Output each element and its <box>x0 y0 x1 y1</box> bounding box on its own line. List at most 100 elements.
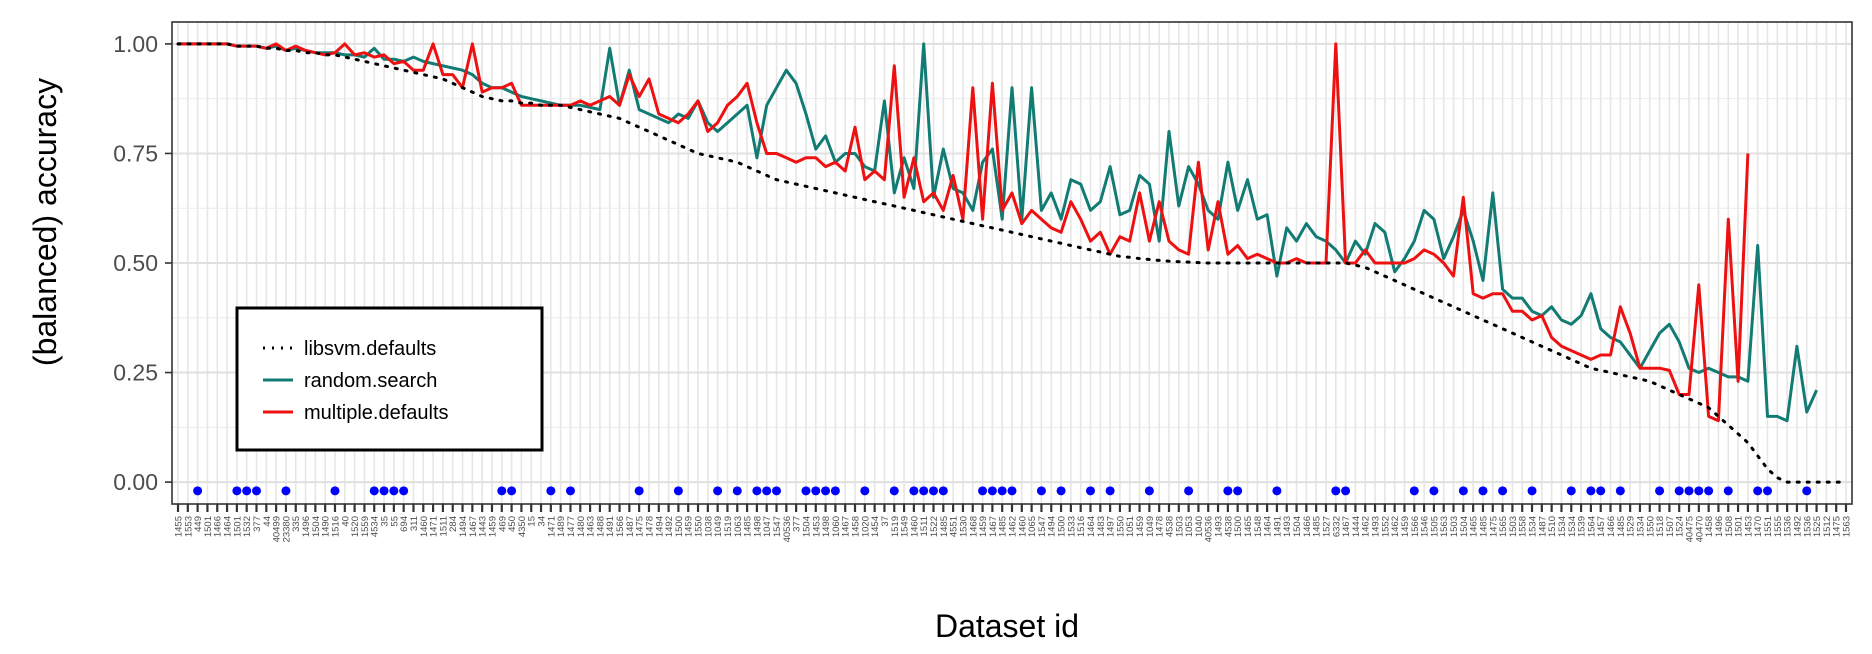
legend-label-random: random.search <box>304 370 437 392</box>
x-tick-label: 40475 <box>1685 516 1696 542</box>
dot-marker <box>1763 486 1773 496</box>
x-tick-label: 1485 <box>1616 516 1627 537</box>
x-tick-label: 1504 <box>1459 516 1470 537</box>
dot-marker <box>232 486 242 496</box>
x-tick-label: 1503 <box>1449 516 1460 537</box>
x-tick-label: 1539 <box>1577 516 1588 537</box>
series-line-random-search <box>178 42 1818 423</box>
x-tick-label: 1466 <box>213 516 224 537</box>
x-tick-label: 1550 <box>1115 516 1126 537</box>
x-tick-label: 1475 <box>1488 516 1499 537</box>
x-tick-label: 1492 <box>664 516 675 537</box>
x-tick-label: 35 <box>380 516 391 527</box>
x-tick-label: 1530 <box>958 516 969 537</box>
x-tick-label: 1519 <box>723 516 734 537</box>
x-tick-label: 1493 <box>1282 516 1293 537</box>
dot-marker <box>1684 486 1694 496</box>
x-tick-label: 1532 <box>242 516 253 537</box>
x-tick-label: 1480 <box>576 516 587 537</box>
x-tick-label: 1552 <box>1380 516 1391 537</box>
x-tick-label: 1525 <box>1812 516 1823 537</box>
x-tick-label: 1494 <box>1047 516 1058 537</box>
x-tick-label: 4350 <box>517 516 528 537</box>
x-tick-label: 1459 <box>488 516 499 537</box>
dot-marker <box>1527 486 1537 496</box>
x-tick-label: 44 <box>262 516 273 527</box>
x-tick-label: 377 <box>252 516 263 532</box>
x-axis-title: Dataset id <box>935 608 1079 644</box>
series-lines <box>176 42 1848 484</box>
x-tick-label: 40 <box>340 516 351 527</box>
x-tick-label: 1466 <box>1302 516 1313 537</box>
dot-marker <box>821 486 831 496</box>
x-tick-label: 1465 <box>1243 516 1254 537</box>
x-tick-label: 1460 <box>909 516 920 537</box>
y-axis-title: (balanced) accuracy <box>27 78 63 366</box>
dot-marker <box>860 486 870 496</box>
x-tick-label: 1510 <box>1547 516 1558 537</box>
dot-marker <box>1615 486 1625 496</box>
x-tick-label: 284 <box>448 516 459 532</box>
x-tick-label: 1464 <box>1263 516 1274 537</box>
x-tick-label: 1485 <box>998 516 1009 537</box>
x-tick-label: 1566 <box>1410 516 1421 537</box>
x-tick-label: 1558 <box>1518 516 1529 537</box>
dot-marker <box>1478 486 1488 496</box>
legend-label-libsvm: libsvm.defaults <box>304 338 436 360</box>
x-tick-label: 55 <box>389 516 400 527</box>
dot-marker <box>330 486 340 496</box>
dot-marker <box>1056 486 1066 496</box>
x-tick-label: 1500 <box>674 516 685 537</box>
dot-marker <box>497 486 507 496</box>
x-tick-label: 1501 <box>1734 516 1745 537</box>
dot-marker <box>281 486 291 496</box>
dot-marker <box>811 486 821 496</box>
x-tick-label: 1478 <box>645 516 656 537</box>
x-tick-label: 377 <box>792 516 803 532</box>
x-tick-label: 1511 <box>438 516 449 536</box>
dot-marker <box>713 486 723 496</box>
x-tick-label: 1040 <box>1194 516 1205 537</box>
dot-marker <box>251 486 261 496</box>
dot-markers <box>193 486 1812 496</box>
series-line-libsvm-defaults <box>176 42 1848 484</box>
x-tick-label: 469 <box>497 516 508 532</box>
x-tick-label: 1485 <box>743 516 754 537</box>
y-axis: 1.00 0.75 0.50 0.25 0.00 <box>113 31 172 495</box>
x-tick-label: 1563 <box>1842 516 1853 537</box>
x-tick-label: 1533 <box>1066 516 1077 537</box>
x-tick-label: 1549 <box>900 516 911 537</box>
dot-marker <box>1272 486 1282 496</box>
dot-marker <box>1753 486 1763 496</box>
dot-marker <box>1223 486 1233 496</box>
dot-marker <box>772 486 782 496</box>
dot-marker <box>399 486 409 496</box>
dot-marker <box>1694 486 1704 496</box>
x-tick-label: 1483 <box>1096 516 1107 537</box>
x-tick-label: 1485 <box>1479 516 1490 537</box>
x-tick-label: 1453 <box>1743 516 1754 537</box>
x-tick-label: 1487 <box>625 516 636 537</box>
dot-marker <box>801 486 811 496</box>
dot-marker <box>1184 486 1194 496</box>
legend-label-multiple: multiple.defaults <box>304 402 449 424</box>
x-tick-label: 34 <box>537 516 548 527</box>
x-tick-label: 1498 <box>752 516 763 537</box>
y-tick-label: 0.50 <box>113 250 158 276</box>
x-tick-label: 1504 <box>1292 516 1303 537</box>
dot-marker <box>938 486 948 496</box>
x-tick-label: 1493 <box>1214 516 1225 537</box>
x-tick-label: 40536 <box>1204 516 1215 542</box>
x-tick-label: 1536 <box>1783 516 1794 537</box>
dot-marker <box>634 486 644 496</box>
dot-marker <box>752 486 762 496</box>
x-tick-label: 1529 <box>1626 516 1637 537</box>
x-tick-label: 1478 <box>1155 516 1166 537</box>
y-tick-label: 1.00 <box>113 31 158 57</box>
x-tick-label: 449 <box>193 516 204 532</box>
dot-marker <box>830 486 840 496</box>
x-tick-label: 1500 <box>1233 516 1244 537</box>
x-tick-label: 1444 <box>1351 516 1362 537</box>
x-tick-label: 1492 <box>1792 516 1803 537</box>
